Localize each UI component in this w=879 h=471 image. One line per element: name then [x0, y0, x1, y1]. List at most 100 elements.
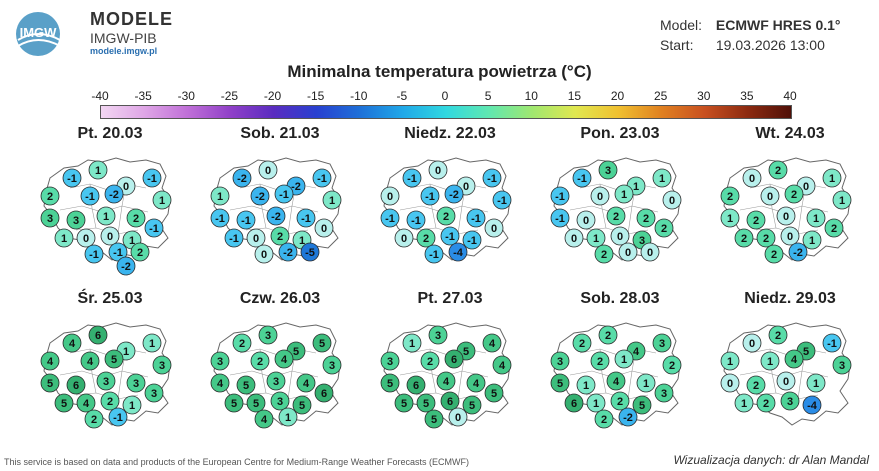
temperature-value: -1	[215, 213, 225, 225]
temperature-marker: 0	[448, 407, 468, 427]
temperature-marker: 5	[292, 395, 312, 415]
temperature-marker: 1	[734, 393, 754, 413]
temperature-value: 5	[639, 400, 645, 412]
temperature-marker: -2	[444, 184, 464, 204]
temperature-marker: 0	[720, 373, 740, 393]
temperature-value: 6	[571, 398, 577, 410]
temperature-marker: 1	[614, 349, 634, 369]
temperature-value: 2	[443, 211, 449, 223]
temperature-value: 5	[61, 398, 67, 410]
day-label: Czw. 26.03	[239, 290, 321, 307]
temperature-value: 1	[103, 211, 109, 223]
temperature-marker: 0	[564, 228, 584, 248]
temperature-value: 2	[775, 330, 781, 342]
temperature-marker: 5	[462, 395, 482, 415]
temperature-marker: -1	[572, 168, 592, 188]
temperature-value: 0	[749, 173, 755, 185]
temperature-value: 2	[423, 233, 429, 245]
model-key: Model:	[660, 17, 703, 33]
temperature-value: 4	[303, 378, 310, 390]
temperature-value: 3	[639, 235, 645, 247]
temperature-value: 4	[633, 346, 640, 358]
temperature-marker: -2	[618, 407, 638, 427]
temperature-marker: 3	[380, 351, 400, 371]
temperature-marker: -1	[236, 210, 256, 230]
temperature-value: 0	[123, 181, 129, 193]
temperature-marker: 6	[406, 375, 426, 395]
temperature-value: -1	[385, 213, 395, 225]
temperature-marker: 0	[246, 228, 266, 248]
temperature-value: 1	[839, 195, 845, 207]
temperature-value: 2	[597, 356, 603, 368]
temperature-value: 5	[111, 354, 117, 366]
temperature-value: 0	[727, 378, 733, 390]
temperature-marker: 1	[402, 333, 422, 353]
day-label: Pt. 20.03	[77, 125, 143, 142]
temperature-marker: 0	[394, 228, 414, 248]
temperature-value: 3	[217, 356, 223, 368]
temperature-marker: 5	[104, 349, 124, 369]
temperature-marker: 1	[720, 351, 740, 371]
temperature-marker: 2	[250, 351, 270, 371]
temperature-marker: -4	[802, 395, 822, 415]
temperature-value: 4	[281, 354, 288, 366]
temperature-marker: 2	[610, 391, 630, 411]
temperature-marker: -1	[108, 407, 128, 427]
temperature-value: 5	[243, 380, 249, 392]
temperature-value: 0	[647, 247, 653, 259]
temperature-marker: 2	[746, 375, 766, 395]
temperature-marker: 0	[618, 242, 638, 262]
temperature-marker: 5	[632, 395, 652, 415]
temperature-value: 2	[617, 396, 623, 408]
temperature-marker: -1	[380, 208, 400, 228]
temperature-marker: 4	[76, 393, 96, 413]
temperature-value: 5	[299, 400, 305, 412]
temperature-value: 1	[809, 235, 815, 247]
temperature-value: 0	[749, 338, 755, 350]
temperature-marker: -1	[550, 208, 570, 228]
temperature-marker: 2	[126, 208, 146, 228]
temperature-value: 3	[329, 360, 335, 372]
temperature-value: 0	[455, 412, 461, 424]
temperature-marker: 0	[760, 186, 780, 206]
temperature-marker: 2	[662, 355, 682, 375]
temperature-value: -1	[487, 173, 497, 185]
temperature-marker: 5	[54, 393, 74, 413]
model-info: Model: ECMWF HRES 0.1°	[660, 17, 841, 33]
temperature-marker: 0	[484, 218, 504, 238]
temperature-marker: 3	[144, 383, 164, 403]
temperature-value: 2	[613, 211, 619, 223]
temperature-value: 5	[469, 400, 475, 412]
temperature-value: 1	[643, 378, 649, 390]
temperature-marker: 3	[40, 208, 60, 228]
temperature-value: 1	[741, 398, 747, 410]
temperature-marker: -1	[142, 168, 162, 188]
temperature-value: 0	[401, 233, 407, 245]
colorbar-tick-label: 15	[567, 89, 582, 103]
colorbar-tick-label: 5	[484, 89, 492, 103]
temperature-value: -1	[241, 215, 251, 227]
temperature-marker: 4	[492, 355, 512, 375]
temperature-value: 1	[633, 181, 639, 193]
start-info: Start: 19.03.2026 13:00	[660, 37, 825, 53]
brand-url[interactable]: modele.imgw.pl	[90, 46, 158, 56]
temperature-marker: 4	[784, 349, 804, 369]
temperature-marker: 1	[720, 208, 740, 228]
temperature-marker: 2	[436, 206, 456, 226]
temperature-marker: 3	[66, 210, 86, 230]
temperature-value: 2	[661, 223, 667, 235]
temperature-value: 2	[601, 414, 607, 426]
temperature-marker: 2	[768, 160, 788, 180]
day-label: Niedz. 29.03	[744, 290, 836, 307]
temperature-value: 5	[387, 378, 393, 390]
temperature-value: 2	[753, 380, 759, 392]
temperature-value: 2	[133, 213, 139, 225]
temperature-marker: 1	[96, 206, 116, 226]
temperature-marker: 1	[142, 333, 162, 353]
temperature-value: -1	[301, 213, 311, 225]
temperature-value: 3	[159, 360, 165, 372]
temperature-value: 2	[669, 360, 675, 372]
